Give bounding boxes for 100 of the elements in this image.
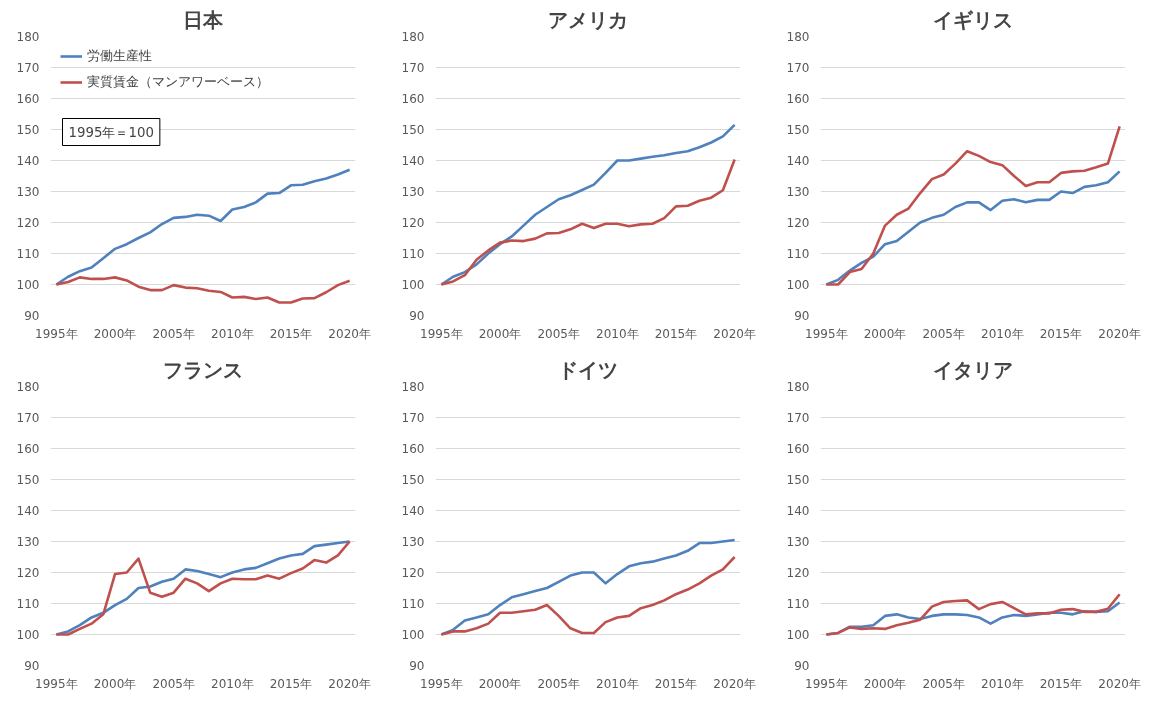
- chart-title: イタリア: [933, 357, 1013, 382]
- x-tick-label: 2020年: [328, 676, 371, 691]
- x-tick-label: 2005年: [537, 326, 580, 341]
- y-tick-label: 130: [401, 185, 425, 199]
- y-tick-label: 160: [401, 92, 425, 106]
- x-tick-label: 2020年: [328, 326, 371, 341]
- y-tick-label: 100: [786, 278, 810, 292]
- x-tick-label: 2010年: [981, 326, 1024, 341]
- y-tick-label: 120: [401, 566, 425, 580]
- x-tick-label: 2015年: [654, 676, 698, 691]
- y-tick-label: 90: [24, 659, 40, 673]
- x-tick-label: 2020年: [713, 326, 756, 341]
- x-tick-label: 1995年: [420, 676, 463, 691]
- x-tick-label: 2020年: [1098, 676, 1141, 691]
- y-tick-label: 150: [401, 123, 425, 137]
- x-tick-label: 2015年: [654, 326, 698, 341]
- chart-title: フランス: [163, 357, 243, 382]
- y-tick-label: 160: [786, 92, 810, 106]
- y-tick-label: 110: [401, 597, 425, 611]
- y-tick-label: 100: [16, 278, 40, 292]
- y-tick-label: 140: [401, 504, 425, 518]
- y-tick-label: 120: [16, 216, 40, 230]
- x-tick-label: 2015年: [269, 676, 313, 691]
- y-tick-label: 150: [16, 123, 40, 137]
- x-tick-label: 2000年: [478, 326, 522, 341]
- y-tick-label: 90: [794, 309, 810, 323]
- y-tick-label: 170: [16, 411, 40, 425]
- y-tick-label: 140: [401, 154, 425, 168]
- x-tick-label: 2000年: [93, 676, 137, 691]
- y-tick-label: 160: [16, 442, 40, 456]
- x-tick-label: 2000年: [863, 326, 907, 341]
- y-tick-label: 150: [16, 473, 40, 487]
- chart-title: イギリス: [933, 7, 1013, 32]
- y-tick-label: 170: [786, 411, 810, 425]
- y-tick-label: 150: [401, 473, 425, 487]
- x-tick-label: 2005年: [922, 676, 965, 691]
- y-tick-label: 160: [16, 92, 40, 106]
- x-tick-label: 2020年: [713, 676, 756, 691]
- x-tick-label: 2005年: [537, 676, 580, 691]
- y-tick-label: 90: [409, 309, 425, 323]
- y-tick-label: 170: [16, 61, 40, 75]
- y-tick-label: 130: [786, 185, 810, 199]
- y-tick-label: 180: [786, 380, 810, 394]
- y-tick-label: 100: [401, 628, 425, 642]
- x-tick-label: 2015年: [269, 326, 313, 341]
- x-tick-label: 2010年: [981, 676, 1024, 691]
- y-tick-label: 90: [794, 659, 810, 673]
- annotation: 1995年＝100: [68, 124, 154, 140]
- chart-title: ドイツ: [558, 357, 618, 382]
- y-tick-label: 110: [786, 247, 810, 261]
- y-tick-label: 110: [786, 597, 810, 611]
- x-tick-label: 2000年: [863, 676, 907, 691]
- x-tick-label: 1995年: [805, 676, 848, 691]
- y-tick-label: 110: [16, 597, 40, 611]
- y-tick-label: 130: [786, 535, 810, 549]
- x-tick-label: 2000年: [478, 676, 522, 691]
- x-tick-label: 2010年: [211, 326, 254, 341]
- x-tick-label: 2015年: [1039, 326, 1083, 341]
- x-tick-label: 1995年: [35, 326, 78, 341]
- x-tick-label: 2005年: [922, 326, 965, 341]
- y-tick-label: 180: [16, 30, 40, 44]
- x-tick-label: 2015年: [1039, 676, 1083, 691]
- y-tick-label: 110: [401, 247, 425, 261]
- y-tick-label: 120: [401, 216, 425, 230]
- x-tick-label: 2020年: [1098, 326, 1141, 341]
- y-tick-label: 170: [786, 61, 810, 75]
- x-tick-label: 1995年: [420, 326, 463, 341]
- y-tick-label: 140: [16, 504, 40, 518]
- y-tick-label: 130: [16, 535, 40, 549]
- y-tick-label: 180: [401, 380, 425, 394]
- y-tick-label: 130: [401, 535, 425, 549]
- y-tick-label: 170: [401, 61, 425, 75]
- y-tick-label: 160: [401, 442, 425, 456]
- y-tick-label: 120: [786, 216, 810, 230]
- legend-label: 実質賃金（マンアワーベース）: [87, 73, 269, 91]
- chart-title: 日本: [183, 7, 224, 32]
- y-tick-label: 160: [786, 442, 810, 456]
- y-tick-label: 100: [16, 628, 40, 642]
- y-tick-label: 140: [786, 154, 810, 168]
- x-tick-label: 2005年: [152, 676, 195, 691]
- y-tick-label: 180: [16, 380, 40, 394]
- y-tick-label: 100: [401, 278, 425, 292]
- x-tick-label: 2010年: [211, 676, 254, 691]
- y-tick-label: 180: [401, 30, 425, 44]
- y-tick-label: 120: [16, 566, 40, 580]
- y-tick-label: 150: [786, 473, 810, 487]
- y-tick-label: 100: [786, 628, 810, 642]
- x-tick-label: 1995年: [805, 326, 848, 341]
- y-tick-label: 150: [786, 123, 810, 137]
- x-tick-label: 2010年: [596, 676, 639, 691]
- y-tick-label: 110: [16, 247, 40, 261]
- y-tick-label: 180: [786, 30, 810, 44]
- y-tick-label: 120: [786, 566, 810, 580]
- y-tick-label: 90: [409, 659, 425, 673]
- x-tick-label: 2010年: [596, 326, 639, 341]
- y-tick-label: 140: [16, 154, 40, 168]
- y-tick-label: 130: [16, 185, 40, 199]
- y-tick-label: 140: [786, 504, 810, 518]
- x-tick-label: 1995年: [35, 676, 78, 691]
- y-tick-label: 170: [401, 411, 425, 425]
